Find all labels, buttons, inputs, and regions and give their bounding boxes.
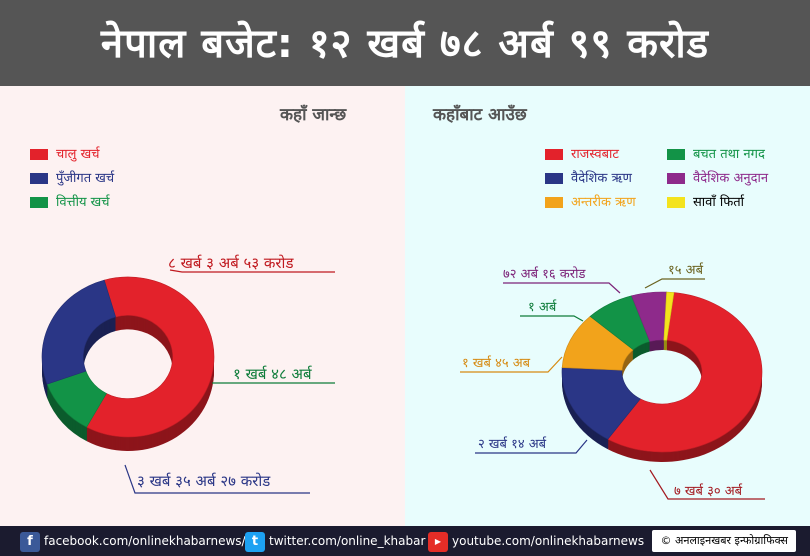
donut-slice — [561, 367, 641, 440]
legend-swatch — [545, 149, 563, 160]
donut-slice — [607, 292, 763, 453]
right-legend-item: राजस्वबाट — [545, 144, 619, 162]
data-label: ७२ अर्ब १६ करोड — [503, 266, 586, 282]
facebook-icon: f — [20, 531, 40, 552]
data-label: १ खर्ब ४८ अर्ब — [233, 365, 313, 383]
right-donut-chart — [561, 291, 763, 462]
callout-leader-line — [520, 315, 584, 322]
data-label: ७ खर्ब ३० अर्ब — [674, 483, 743, 499]
legend-swatch — [667, 149, 685, 160]
callout-leader-line — [649, 469, 765, 500]
right-legend-item: वैदेशिक ऋण — [545, 168, 632, 186]
facebook-link[interactable]: f facebook.com/onlinekhabarnews/ — [20, 526, 246, 556]
legend-swatch — [30, 173, 48, 184]
left-legend-item: चालु खर्च — [30, 144, 99, 162]
left-heading: कहाँ जान्छ — [280, 105, 347, 125]
right-legend-item: वैदेशिक अनुदान — [667, 168, 768, 186]
header-bar: नेपाल बजेट: १२ खर्ब ७८ अर्ब ९९ करोड — [0, 0, 810, 86]
callout-leader-line — [169, 269, 335, 273]
donut-slice — [86, 276, 215, 438]
data-label: १५ अर्ब — [668, 262, 704, 278]
twitter-icon: t — [245, 531, 265, 552]
left-legend-item: वित्तीय खर्च — [30, 192, 110, 210]
data-label: ८ खर्ब ३ अर्ब ५३ करोड — [168, 254, 294, 272]
callout-leader-line — [503, 282, 621, 294]
youtube-icon: ▶ — [428, 531, 448, 552]
callout-leader-line — [124, 464, 310, 494]
data-label: ३ खर्ब ३५ अर्ब २७ करोड — [137, 472, 271, 490]
callout-leader-line — [460, 356, 563, 373]
right-legend-item: सावाँ फिर्ता — [667, 192, 744, 210]
legend-swatch — [30, 149, 48, 160]
legend-swatch — [667, 173, 685, 184]
credit-badge: © अनलाइनखबर इन्फोग्राफिक्स — [652, 530, 796, 552]
donut-slice — [41, 279, 117, 385]
youtube-link[interactable]: ▶ youtube.com/onlinekhabarnews — [428, 526, 644, 556]
charts-canvas: ८ खर्ब ३ अर्ब ५३ करोड १ खर्ब ४८ अर्ब ३ खर्… — [41, 254, 765, 500]
data-label: १ खर्ब ४५ अब — [462, 355, 531, 371]
right-legend-item: बचत तथा नगद — [667, 144, 765, 162]
legend-swatch — [30, 197, 48, 208]
donut-slice — [663, 291, 675, 341]
left-donut-chart — [41, 276, 215, 451]
legend-swatch — [667, 197, 685, 208]
right-legend-item: अन्तरीक ऋण — [545, 192, 636, 210]
legend-swatch — [545, 173, 563, 184]
page-title: नेपाल बजेट: १२ खर्ब ७८ अर्ब ९९ करोड — [100, 21, 710, 67]
callout-leader-line — [644, 278, 705, 289]
footer-bar: f facebook.com/onlinekhabarnews/ t twitter… — [0, 526, 810, 556]
chart-callouts: ८ खर्ब ३ अर्ब ५३ करोड १ खर्ब ४८ अर्ब ३ खर्… — [124, 254, 765, 500]
twitter-link[interactable]: t twitter.com/online_khabar — [245, 526, 425, 556]
legend-swatch — [545, 197, 563, 208]
data-label: २ खर्ब १४ अर्ब — [478, 436, 547, 452]
left-legend-item: पुँजीगत खर्च — [30, 168, 114, 186]
callout-leader-line — [475, 439, 588, 454]
right-heading: कहाँबाट आउँछ — [433, 105, 527, 125]
data-label: १ अर्ब — [528, 299, 557, 315]
